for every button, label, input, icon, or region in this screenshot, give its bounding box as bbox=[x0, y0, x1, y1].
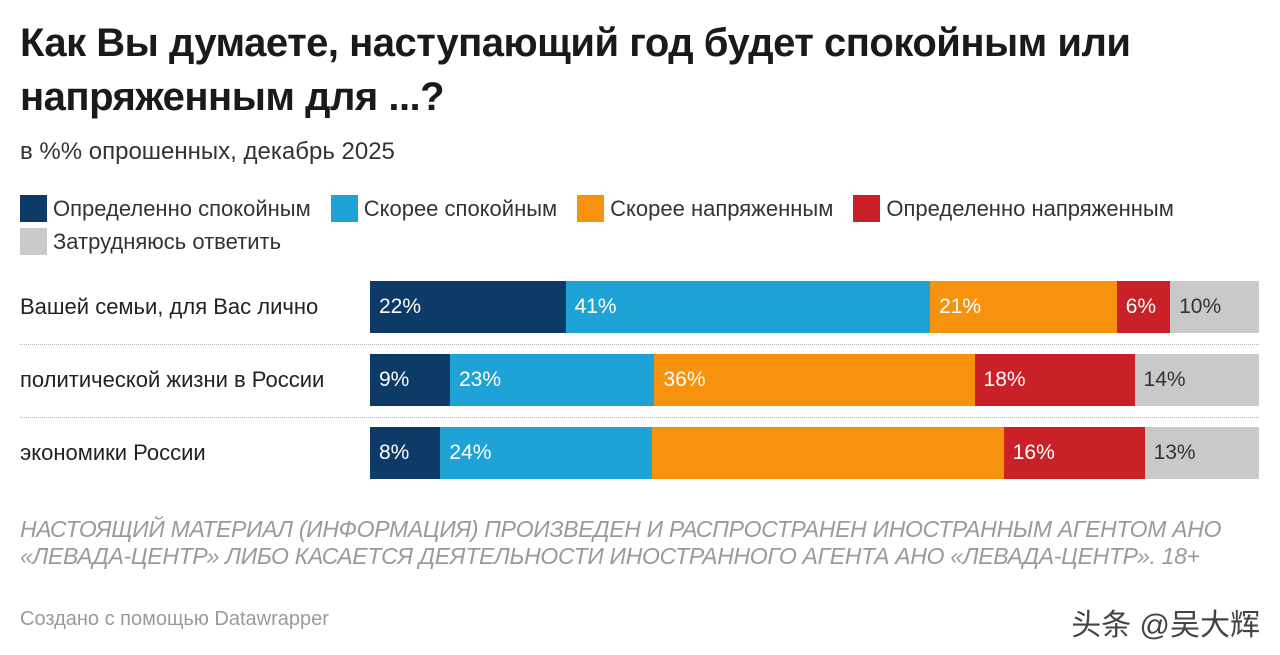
bar-row-family: 22% 41% 21% 6% 10% bbox=[370, 281, 1259, 333]
bar-segment: 14% bbox=[1134, 354, 1259, 406]
legend-swatch bbox=[330, 195, 358, 222]
bar-row-politics: 9% 23% 36% 18% 14% bbox=[370, 354, 1259, 406]
legend-swatch bbox=[853, 195, 881, 222]
legend-row-2: Затрудняюсь ответить bbox=[20, 225, 1270, 258]
data-label: 23% bbox=[459, 368, 502, 391]
legend: Определенно спокойным Скорее спокойным С… bbox=[20, 192, 1270, 258]
chart-subtitle: в %% опрошенных, декабрь 2025 bbox=[20, 138, 395, 165]
data-label: 8% bbox=[379, 441, 410, 464]
data-label: 16% bbox=[1012, 441, 1055, 464]
data-label: 13% bbox=[1153, 441, 1196, 464]
row-label-politics: политической жизни в России bbox=[20, 367, 325, 392]
legend-swatch bbox=[20, 195, 47, 222]
legend-label: Скорее спокойным bbox=[363, 195, 558, 221]
bar-segment: 8% bbox=[370, 427, 441, 479]
data-label: 41% bbox=[574, 295, 617, 318]
data-label: 6% bbox=[1125, 295, 1157, 318]
foreign-agent-disclaimer: НАСТОЯЩИЙ МАТЕРИАЛ (ИНФОРМАЦИЯ) ПРОИЗВЕД… bbox=[20, 516, 1222, 569]
bar-segment: 41% bbox=[565, 281, 931, 333]
legend-label: Определенно напряженным bbox=[886, 195, 1174, 221]
row-divider bbox=[20, 344, 1259, 345]
data-label: 36% bbox=[663, 368, 706, 391]
legend-item-rather-tense: Скорее напряженным bbox=[577, 195, 833, 222]
row-label-family: Вашей семьи, для Вас лично bbox=[20, 294, 319, 319]
legend-swatch bbox=[577, 195, 605, 222]
legend-label: Затрудняюсь ответить bbox=[53, 228, 282, 254]
bar-segment: 21% bbox=[930, 281, 1117, 333]
data-label: 14% bbox=[1143, 368, 1186, 391]
legend-item-hard-to-say: Затрудняюсь ответить bbox=[20, 228, 281, 255]
bar-segment: 22% bbox=[370, 281, 566, 333]
bar-segment: 10% bbox=[1170, 281, 1259, 333]
bar-segment: 23% bbox=[450, 354, 655, 406]
bar-segment: 13% bbox=[1144, 427, 1259, 479]
legend-swatch bbox=[20, 228, 47, 255]
data-label: 10% bbox=[1179, 295, 1222, 318]
legend-label: Скорее напряженным bbox=[610, 195, 834, 221]
bar-segment: 16% bbox=[1003, 427, 1145, 479]
watermark: 头条 @吴大辉 bbox=[1071, 609, 1260, 642]
bar-segment: 9% bbox=[370, 354, 450, 406]
bar-segment: 18% bbox=[974, 354, 1135, 406]
data-label: 21% bbox=[939, 295, 982, 318]
legend-label: Определенно спокойным bbox=[53, 195, 311, 221]
datawrapper-credit: Создано с помощью Datawrapper bbox=[20, 608, 329, 630]
data-label: 24% bbox=[449, 441, 492, 464]
legend-row-1: Определенно спокойным Скорее спокойным С… bbox=[20, 192, 1270, 225]
legend-item-rather-calm: Скорее спокойным bbox=[330, 195, 558, 222]
data-label: 22% bbox=[379, 295, 422, 318]
bar-row-economy: 8% 24% 16% 13% bbox=[370, 427, 1259, 479]
bar-segment: 6% bbox=[1116, 281, 1171, 333]
chart-title: Как Вы думаете, наступающий год будет сп… bbox=[20, 21, 1131, 119]
legend-item-definitely-tense: Определенно напряженным bbox=[853, 195, 1174, 222]
row-label-economy: экономики России bbox=[20, 440, 206, 465]
row-divider bbox=[20, 417, 1259, 418]
bar-segment: 36% bbox=[654, 354, 975, 406]
data-label: 18% bbox=[983, 368, 1026, 391]
bar-segment bbox=[651, 427, 1004, 479]
bar-segment: 24% bbox=[440, 427, 652, 479]
data-label: 9% bbox=[379, 368, 410, 391]
legend-item-definitely-calm: Определенно спокойным bbox=[20, 195, 311, 222]
